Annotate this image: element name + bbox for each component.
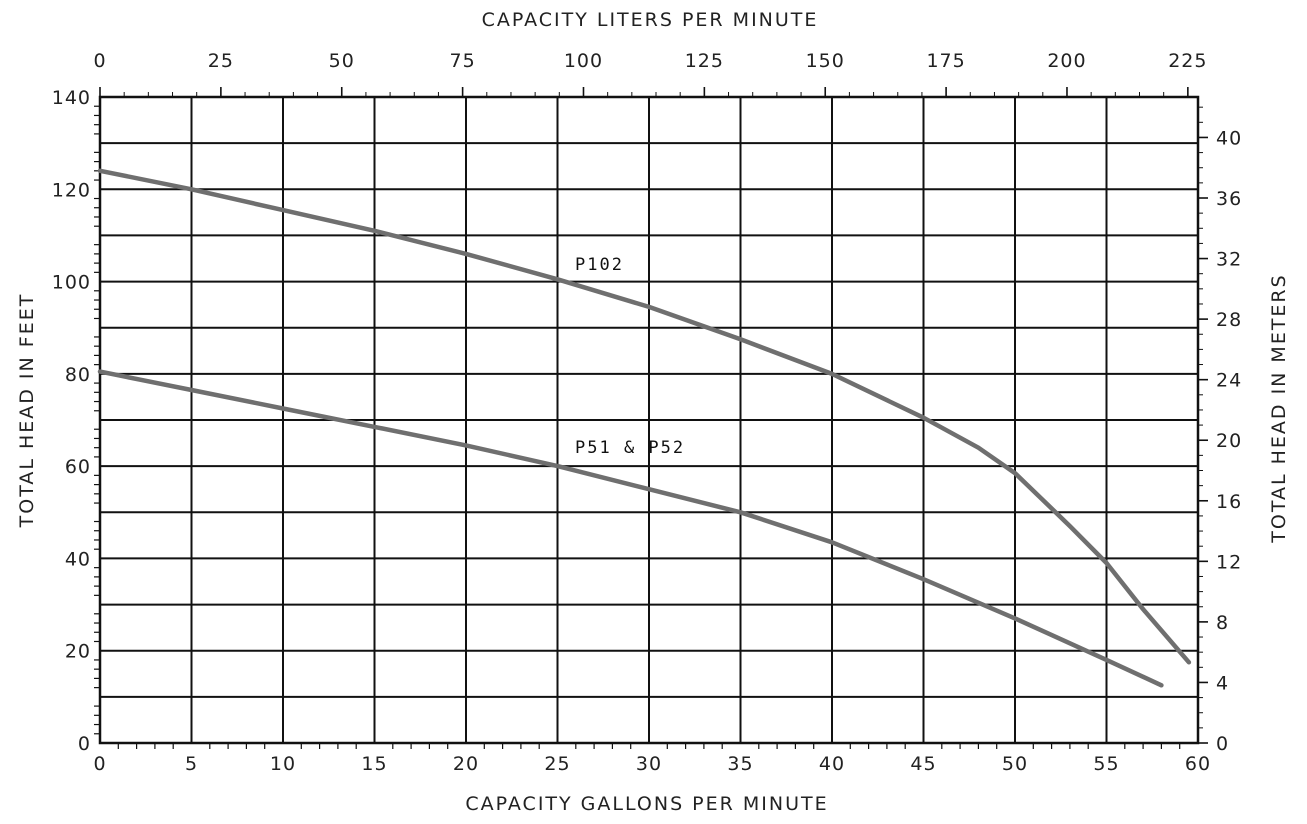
x2-tick-label: 100 [564,50,603,72]
y2-tick-label: 40 [1216,127,1242,149]
series-label-p102: P102 [575,255,624,275]
x-tick-label: 0 [93,753,106,775]
x-tick-label: 20 [453,753,479,775]
y2-tick-label: 32 [1216,249,1242,271]
x-tick-label: 45 [910,753,936,775]
tick-labels: 0 5 10 15 20 25 30 35 40 45 50 55 600204060801001201… [52,50,1242,775]
y-tick-label: 80 [65,364,91,386]
y-tick-label: 140 [52,87,91,109]
y2-tick-label: 24 [1216,370,1242,392]
series-line-p51-p52 [97,369,1164,688]
x2-tick-label: 175 [926,50,965,72]
x-tick-label: 25 [544,753,570,775]
x-axis-title: CAPACITY GALLONS PER MINUTE [465,793,828,815]
x2-tick-label: 25 [208,50,234,72]
x2-axis-title: CAPACITY LITERS PER MINUTE [482,9,819,31]
x2-tick-label: 50 [329,50,355,72]
y2-tick-label: 4 [1216,672,1229,694]
y2-tick-label: 0 [1216,733,1229,755]
y2-tick-label: 16 [1216,491,1242,513]
x2-tick-label: 125 [685,50,724,72]
y2-tick-label: 20 [1216,430,1242,452]
y2-tick-label: 12 [1216,551,1242,573]
y-tick-label: 0 [78,733,91,755]
series-line-p102 [97,168,1192,665]
y2-tick-label: 28 [1216,309,1242,331]
x-tick-label: 35 [727,753,753,775]
y2-axis-title: TOTAL HEAD IN METERS [1268,273,1290,543]
y2-tick-label: 36 [1216,188,1242,210]
x-tick-label: 55 [1093,753,1119,775]
x-tick-label: 10 [270,753,296,775]
x2-tick-label: 150 [806,50,845,72]
y-tick-label: 100 [52,272,91,294]
series-label-p51-p52: P51 & P52 [575,438,685,458]
x-tick-label: 5 [185,753,198,775]
x-tick-label: 15 [361,753,387,775]
y-tick-label: 20 [65,641,91,663]
curves [97,168,1192,688]
x2-tick-label: 0 [93,50,106,72]
y-tick-label: 40 [65,548,91,570]
x2-tick-label: 75 [450,50,476,72]
y2-tick-label: 8 [1216,612,1229,634]
x-tick-label: 30 [636,753,662,775]
grid [99,96,1199,744]
x2-tick-label: 200 [1047,50,1086,72]
x-tick-label: 40 [819,753,845,775]
y-tick-label: 60 [65,456,91,478]
x2-tick-label: 225 [1168,50,1207,72]
y-tick-label: 120 [52,179,91,201]
y-axis-title: TOTAL HEAD IN FEET [16,293,38,529]
plot-frame [98,95,1200,745]
x-tick-label: 60 [1185,753,1211,775]
x-tick-label: 50 [1002,753,1028,775]
